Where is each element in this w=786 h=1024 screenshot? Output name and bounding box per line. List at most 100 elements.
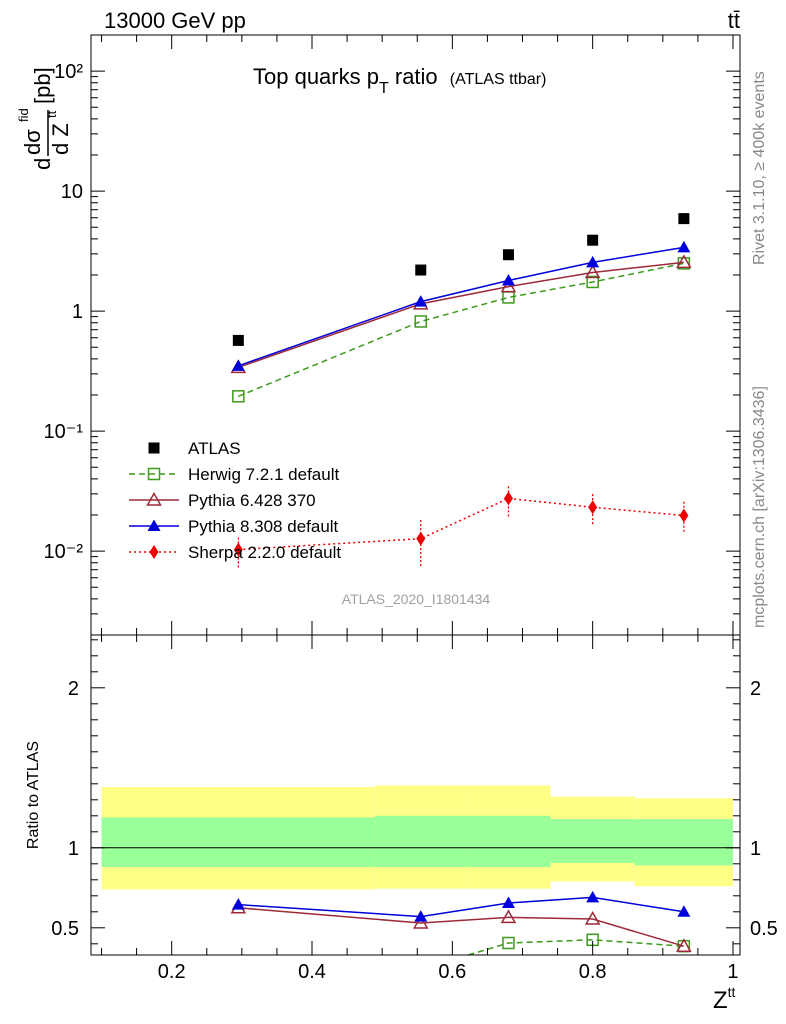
uncertainty-band-inner: [375, 815, 467, 867]
ratio-pythia-6-428-370-point: [584, 910, 601, 925]
side-annotations: Rivet 3.1.10, ≥ 400k events mcplots.cern…: [751, 71, 768, 628]
ratio-series-pythia-8-308-default: [231, 890, 691, 922]
ratio-herwig-7-2-1-default-point: [502, 936, 515, 950]
y-label-fid: fid: [16, 108, 31, 122]
x-tick-label: 0.4: [298, 961, 326, 983]
pythia-8-308-default-line: [238, 246, 684, 367]
y-tick-label: 10: [61, 181, 83, 203]
atlas-point: [232, 334, 244, 346]
x-tick-label: 0.2: [158, 961, 186, 983]
uncertainty-band-inner: [101, 817, 376, 867]
y-tick-label: 1: [72, 301, 83, 323]
series-atlas: [232, 213, 690, 346]
atlas-point: [415, 264, 427, 276]
atlas-point: [587, 234, 599, 246]
series-sherpa-2-2-0-default: [233, 484, 689, 568]
legend-item-pythia-8-308-default: Pythia 8.308 default: [129, 517, 339, 536]
ratio-bands: [91, 785, 740, 890]
series-pythia-8-308-default: [231, 240, 691, 371]
y-tick-label: 10⁻¹: [44, 421, 84, 443]
ratio-pythia-8-308-default-point: [677, 905, 691, 917]
rivet-note: Rivet 3.1.10, ≥ 400k events: [751, 71, 768, 265]
y-label-d: d: [30, 158, 55, 170]
ratio-pythia-6-428-370-point: [500, 909, 517, 924]
main-title-text: Top quarks p: [253, 64, 379, 89]
pythia-8-308-default-point: [414, 295, 428, 307]
sherpa-2-2-0-default-point: [503, 491, 513, 506]
uncertainty-band-inner: [550, 819, 635, 863]
ratio-y-label: Ratio to ATLAS: [25, 741, 42, 849]
ratio-pythia-8-308-default-point: [231, 898, 245, 910]
x-label-tt: tt: [728, 984, 736, 1000]
analysis-id: ATLAS_2020_I1801434: [342, 591, 491, 607]
x-tick-label: 0.6: [438, 961, 466, 983]
atlas-point: [678, 213, 690, 225]
sherpa-2-2-0-default-point: [233, 542, 243, 557]
pythia-6-428-370-line: [238, 261, 684, 369]
herwig-7-2-1-default-point: [586, 275, 599, 289]
sherpa-2-2-0-default-line: [238, 497, 684, 551]
main-title-small: (ATLAS ttbar): [450, 71, 547, 88]
uncertainty-band-inner: [466, 815, 551, 867]
pythia-8-308-default-point: [501, 273, 515, 286]
y-tick-label: 10⁻²: [44, 541, 84, 563]
ratio-ticks: 0.5 0.5 1 1 2 2 0.2 0.4 0.6 0.8 1: [51, 635, 778, 983]
x-label-z: Z: [713, 987, 728, 1014]
ratio-panel: 0.5 0.5 1 1 2 2 0.2 0.4 0.6 0.8 1 Ratio to ATLAS Z…: [25, 634, 778, 1014]
process-label: tt̄: [728, 8, 740, 33]
y-axis-label: d dσ fid d Z tt [pb]: [16, 67, 73, 170]
legend-item-herwig-7-2-1-default: Herwig 7.2.1 default: [129, 465, 339, 484]
sherpa-2-2-0-default-point: [416, 531, 426, 546]
main-marks: [230, 213, 692, 568]
sherpa-2-2-0-default-point: [588, 500, 598, 515]
legend-marker-pythia-6-428-370: [146, 491, 162, 506]
ratio-y-tick-label-right: 2: [750, 678, 761, 700]
x-axis-label: Ztt: [713, 984, 736, 1014]
series-herwig-7-2-1-default: [232, 257, 691, 403]
ratio-pythia-8-308-default-point: [414, 910, 428, 922]
y-label-tt: tt: [44, 110, 59, 118]
uncertainty-band-inner: [634, 819, 733, 866]
legend-item-pythia-6-428-370: Pythia 6.428 370: [129, 491, 316, 510]
herwig-7-2-1-default-line: [238, 262, 685, 398]
ratio-pythia-6-428-370-point: [412, 914, 429, 929]
legend: ATLAS Herwig 7.2.1 default Pythia 6.428 37…: [129, 439, 341, 562]
legend-marker-pythia-8-308-default: [147, 519, 161, 531]
main-title: Top quarks pT ratio (ATLAS ttbar): [253, 64, 546, 97]
pythia-6-428-370-point: [584, 264, 601, 279]
header: 13000 GeV pp tt̄: [104, 8, 740, 33]
y-tick-label: 10²: [54, 61, 83, 83]
y-label-unit: [pb]: [30, 67, 55, 104]
legend-label-herwig-7-2-1-default: Herwig 7.2.1 default: [188, 465, 339, 484]
ratio-y-tick-label: 1: [68, 838, 79, 860]
pythia-8-308-default-point: [677, 240, 691, 253]
main-title-sub: T: [379, 80, 389, 97]
ratio-y-tick-label-right: 0.5: [750, 918, 778, 940]
main-panel: 10⁻² 10⁻¹ 1 10 10² Top quarks pT ratio (ATLA…: [16, 34, 741, 636]
ratio-pythia-6-428-370-point: [676, 938, 692, 952]
y-label-dz: d Z: [48, 123, 73, 155]
legend-marker-sherpa-2-2-0-default: [149, 545, 159, 559]
ratio-herwig-7-2-1-default-line: [468, 939, 684, 956]
x-tick-label: 0.8: [579, 961, 607, 983]
legend-label-sherpa-2-2-0-default: Sherpa 2.2.0 default: [188, 543, 341, 562]
legend-label-pythia-6-428-370: Pythia 6.428 370: [188, 491, 316, 510]
ratio-pythia-8-308-default-point: [501, 896, 515, 908]
pythia-8-308-default-point: [231, 359, 245, 371]
ratio-y-tick-label-right: 1: [750, 838, 761, 860]
legend-item-sherpa-2-2-0-default: Sherpa 2.2.0 default: [129, 543, 341, 562]
pythia-8-308-default-point: [586, 255, 600, 268]
herwig-7-2-1-default-point: [414, 315, 428, 328]
x-tick-label: 1: [727, 961, 738, 983]
pythia-6-428-370-point: [676, 254, 692, 269]
legend-marker-atlas: [148, 442, 160, 454]
mcplots-note: mcplots.cern.ch [arXiv:1306.3436]: [751, 386, 768, 628]
energy-label: 13000 GeV pp: [104, 8, 246, 33]
ratio-y-tick-label: 0.5: [51, 918, 79, 940]
ratio-marks: [230, 890, 692, 956]
sherpa-2-2-0-default-point: [679, 508, 689, 523]
pythia-6-428-370-point: [500, 278, 517, 293]
ratio-pythia-6-428-370-line: [238, 907, 685, 947]
legend-marker-herwig-7-2-1-default: [147, 467, 161, 481]
